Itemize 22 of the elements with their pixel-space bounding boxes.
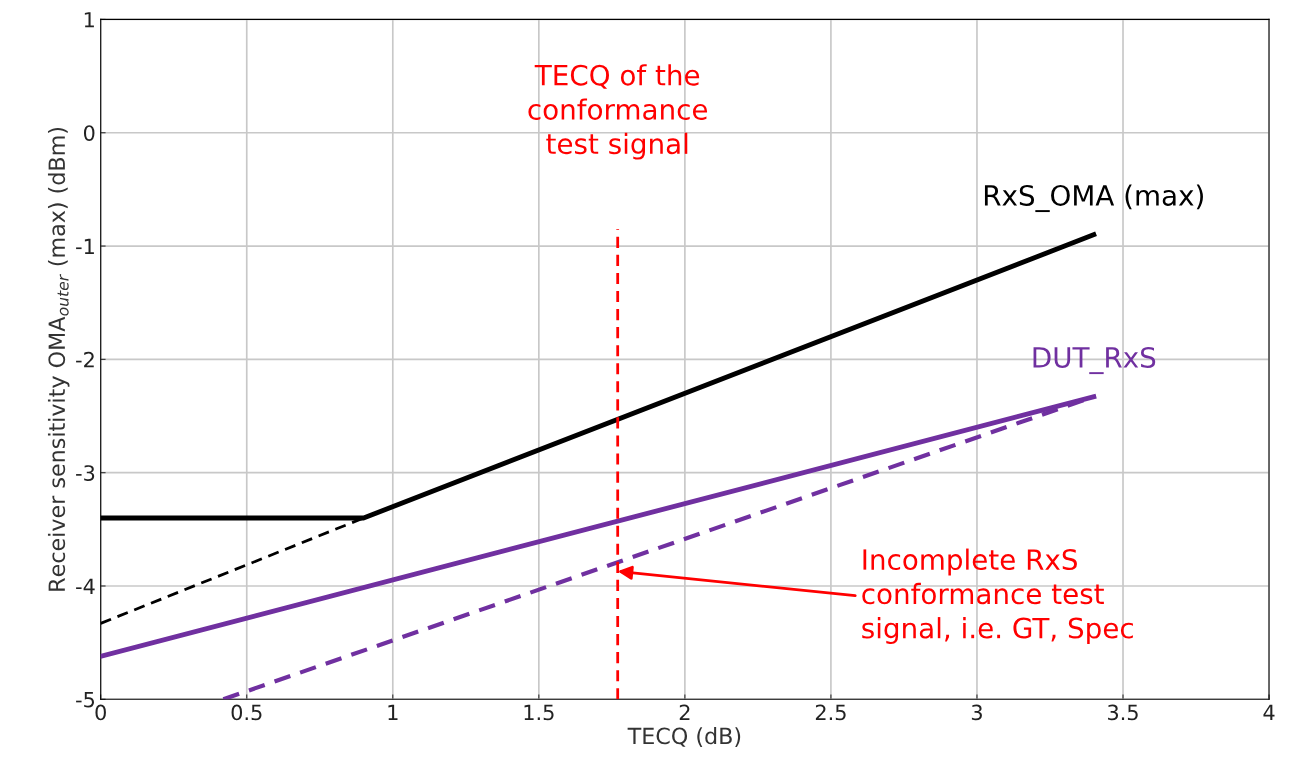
- y-axis-title: Receiver sensitivity OMA$_{outer}$ (max) (dBm): [47, 127, 70, 591]
- y-tick-label: -5: [76, 692, 95, 708]
- y-tick-label: -2: [76, 351, 94, 368]
- x-tick-label: 0: [95, 704, 106, 721]
- x-tick-label: 1: [388, 704, 398, 720]
- y-tick-label: 1: [84, 12, 94, 28]
- series-label: DUT_RxS: [1033, 346, 1156, 375]
- x-axis-title: TECQ (dB): [627, 727, 741, 747]
- x-tick-label: 2.5: [815, 704, 846, 721]
- y-tick-label: -4: [76, 578, 95, 594]
- x-tick-label: 0.5: [231, 704, 262, 721]
- series-label: RxS_OMA (max): [984, 184, 1203, 213]
- x-tick-label: 1.5: [524, 704, 554, 721]
- x-tick-label: 3: [971, 704, 982, 721]
- y-tick-label: -3: [76, 465, 95, 481]
- x-tick-label: 2: [679, 704, 690, 720]
- y-tick-label: 0: [83, 125, 95, 141]
- y-tick-label: -1: [76, 238, 94, 254]
- x-tick-label: 4: [1263, 704, 1275, 720]
- annotation: Incomplete RxS conformance test signal, i.e. GT, Spec: [862, 548, 1133, 644]
- x-tick-label: 3.5: [1108, 704, 1138, 721]
- annotation: TECQ of the conformance test signal: [528, 64, 708, 160]
